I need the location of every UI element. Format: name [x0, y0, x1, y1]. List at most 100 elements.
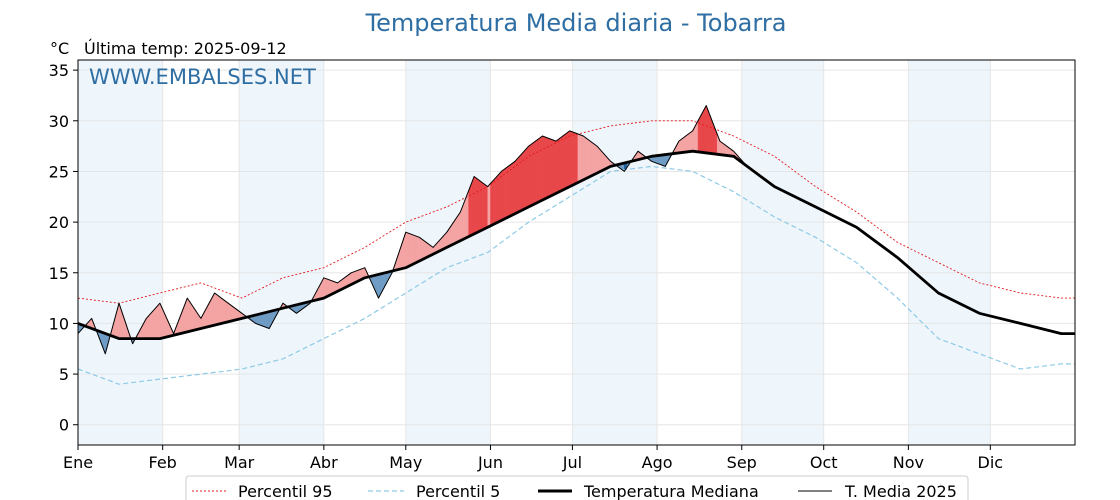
fill-above-median: [596, 145, 600, 174]
fill-above-median: [536, 137, 540, 204]
fill-above-median: [517, 154, 521, 213]
fill-above-median: [539, 135, 543, 202]
y-tick-label: 20: [49, 213, 69, 232]
fill-above-median: [421, 238, 426, 260]
fill-above-median: [523, 148, 527, 210]
fill-above-median: [189, 301, 193, 332]
fill-above-median: [525, 145, 529, 209]
fill-above-median: [514, 157, 518, 214]
fill-above-median: [219, 296, 223, 325]
x-tick-label: Nov: [893, 453, 924, 472]
fill-above-median: [214, 292, 218, 326]
fill-above-median: [416, 236, 420, 263]
y-axis: 0 5 10 15 20 25 30 35: [49, 61, 78, 435]
fill-above-median: [471, 176, 475, 236]
fill-below-median: [263, 312, 267, 328]
fill-above-median: [408, 232, 412, 267]
fill-above-median: [555, 138, 559, 194]
fill-above-median: [564, 132, 568, 190]
month-band: [741, 60, 824, 445]
fill-above-median: [703, 105, 707, 154]
fill-above-median: [544, 136, 549, 200]
y-tick-label: 5: [59, 365, 69, 384]
fill-above-median: [531, 141, 535, 206]
series-lines: [77, 105, 1075, 385]
plot-frame: [77, 59, 1076, 446]
fill-above-median: [151, 308, 155, 339]
x-tick-label: Ene: [63, 453, 93, 472]
fill-above-median: [495, 173, 499, 224]
series-line-current: [77, 105, 775, 355]
fill-above-median: [577, 133, 581, 183]
fill-above-median: [580, 134, 584, 182]
fill-below-median: [662, 154, 666, 167]
fill-above-median: [405, 231, 409, 269]
fill-above-median: [512, 160, 516, 216]
fill-above-median: [225, 300, 229, 323]
fill-above-median: [697, 115, 701, 153]
fill-above-median: [484, 184, 488, 229]
fill-above-median: [528, 143, 532, 208]
fill-above-median: [411, 233, 415, 266]
month-band: [78, 60, 163, 445]
y-tick-label: 35: [49, 61, 69, 80]
fill-above-median: [700, 110, 704, 153]
x-tick-label: Feb: [149, 453, 177, 472]
x-tick-label: Ago: [642, 453, 673, 472]
fill-above-median: [533, 139, 538, 205]
fill-above-median: [419, 236, 423, 262]
fill-above-median: [561, 134, 565, 192]
x-tick-label: Sep: [727, 453, 757, 472]
month-band: [239, 60, 324, 445]
y-tick-label: 25: [49, 162, 69, 181]
fill-above-median: [222, 298, 226, 324]
legend-label-median: Temperatura Mediana: [583, 482, 759, 500]
x-tick-label: Oct: [810, 453, 838, 472]
month-bands: [78, 60, 991, 445]
fill-above-median: [574, 132, 579, 185]
fill-above-median: [146, 314, 150, 339]
fill-above-median: [457, 211, 461, 243]
x-tick-label: Mar: [224, 453, 255, 472]
fill-above-median: [413, 234, 417, 264]
x-tick-label: Jun: [477, 453, 503, 472]
chart-title: Temperatura Media diaria - Tobarra: [365, 9, 787, 37]
fill-above-median: [157, 302, 161, 339]
last-temp-label: Última temp: 2025-09-12: [84, 39, 287, 58]
fill-above-median: [490, 180, 494, 227]
fill-above-median: [566, 130, 570, 189]
month-band: [572, 60, 658, 445]
fill-above-median: [583, 135, 587, 181]
series-line-p5: [77, 165, 1075, 385]
fill-above-median: [594, 143, 598, 175]
fill-above-median: [550, 138, 554, 197]
fill-below-median: [266, 311, 270, 329]
fill-above-median: [479, 180, 483, 232]
y-tick-label: 30: [49, 112, 69, 131]
fill-above-median: [482, 182, 486, 231]
fill-above-median: [503, 166, 508, 220]
fill-above-median: [588, 139, 592, 178]
fill-above-median: [686, 132, 691, 153]
x-tick-label: May: [389, 453, 422, 472]
fill-above-median: [542, 135, 546, 201]
fill-above-median: [501, 169, 505, 221]
fill-above-median: [473, 176, 477, 235]
fill-above-median: [689, 130, 693, 152]
fill-above-median: [599, 148, 603, 173]
legend: Percentil 95 Percentil 5 Temperatura Med…: [185, 475, 969, 500]
x-tick-label: Jul: [562, 453, 582, 472]
fill-above-median: [492, 177, 497, 225]
fill-above-median: [509, 162, 513, 217]
legend-label-current: T. Media 2025: [844, 482, 957, 500]
fill-above-median: [476, 178, 480, 233]
fill-above-median: [468, 183, 472, 237]
fill-above-median: [323, 277, 327, 299]
fill-above-median: [684, 134, 688, 153]
fill-above-median: [217, 294, 221, 325]
x-tick-label: Abr: [310, 453, 338, 472]
x-tick-label: Dic: [978, 453, 1004, 472]
y-tick-label: 0: [59, 416, 69, 435]
watermark: WWW.EMBALSES.NET: [89, 65, 316, 89]
y-tick-label: 10: [49, 314, 69, 333]
